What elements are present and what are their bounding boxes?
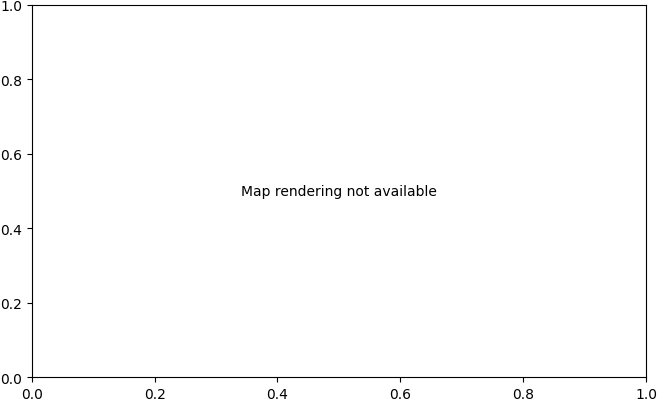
Text: Map rendering not available: Map rendering not available [241,184,437,198]
